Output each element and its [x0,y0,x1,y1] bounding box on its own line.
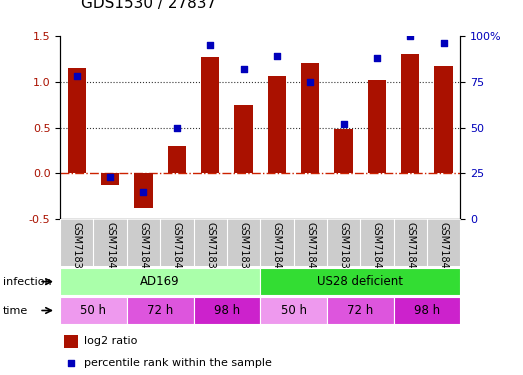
Bar [168,146,186,173]
Point [373,55,381,61]
Text: GSM71836: GSM71836 [338,222,348,274]
Bar [101,173,119,185]
Bar [401,54,419,173]
Bar [134,173,153,208]
Bar [64,334,78,348]
Text: US28 deficient: US28 deficient [317,275,403,288]
Point [306,79,314,85]
Text: GSM71840: GSM71840 [139,222,149,274]
Point [67,360,75,366]
Bar [194,297,260,324]
Text: GSM71846: GSM71846 [305,222,315,274]
Text: GSM71838: GSM71838 [205,222,215,274]
Point [173,124,181,130]
Point [406,33,414,39]
Point [206,42,214,48]
Text: percentile rank within the sample: percentile rank within the sample [84,358,272,368]
Bar [268,76,286,173]
Text: 50 h: 50 h [280,304,306,317]
Bar [368,80,386,173]
Text: AD169: AD169 [140,275,180,288]
Text: 98 h: 98 h [214,304,240,317]
Bar [260,268,460,295]
Text: GSM71845: GSM71845 [405,222,415,275]
Text: infection: infection [3,277,51,286]
Text: time: time [3,306,28,315]
Text: GSM71844: GSM71844 [172,222,182,274]
Point [106,174,115,180]
Text: 50 h: 50 h [81,304,107,317]
Text: GSM71839: GSM71839 [238,222,248,274]
Text: GSM71837: GSM71837 [72,222,82,275]
Point [339,121,348,127]
Bar [327,297,393,324]
Bar [435,66,453,173]
Text: 98 h: 98 h [414,304,440,317]
Bar [127,297,194,324]
Bar [301,63,320,173]
Bar [60,268,260,295]
Bar [60,297,127,324]
Text: GSM71842: GSM71842 [372,222,382,275]
Text: 72 h: 72 h [147,304,173,317]
Point [439,40,448,46]
Text: GDS1530 / 27837: GDS1530 / 27837 [81,0,216,11]
Bar [393,297,460,324]
Text: GSM71847: GSM71847 [439,222,449,275]
Point [73,73,81,79]
Bar [334,129,353,173]
Text: GSM71841: GSM71841 [105,222,115,274]
Point [240,66,248,72]
Point [139,189,147,195]
Point [272,53,281,59]
Bar [234,105,253,173]
Bar [67,68,86,173]
Text: log2 ratio: log2 ratio [84,336,138,346]
Text: GSM71843: GSM71843 [272,222,282,274]
Bar [201,57,219,173]
Bar [260,297,327,324]
Text: 72 h: 72 h [347,304,373,317]
